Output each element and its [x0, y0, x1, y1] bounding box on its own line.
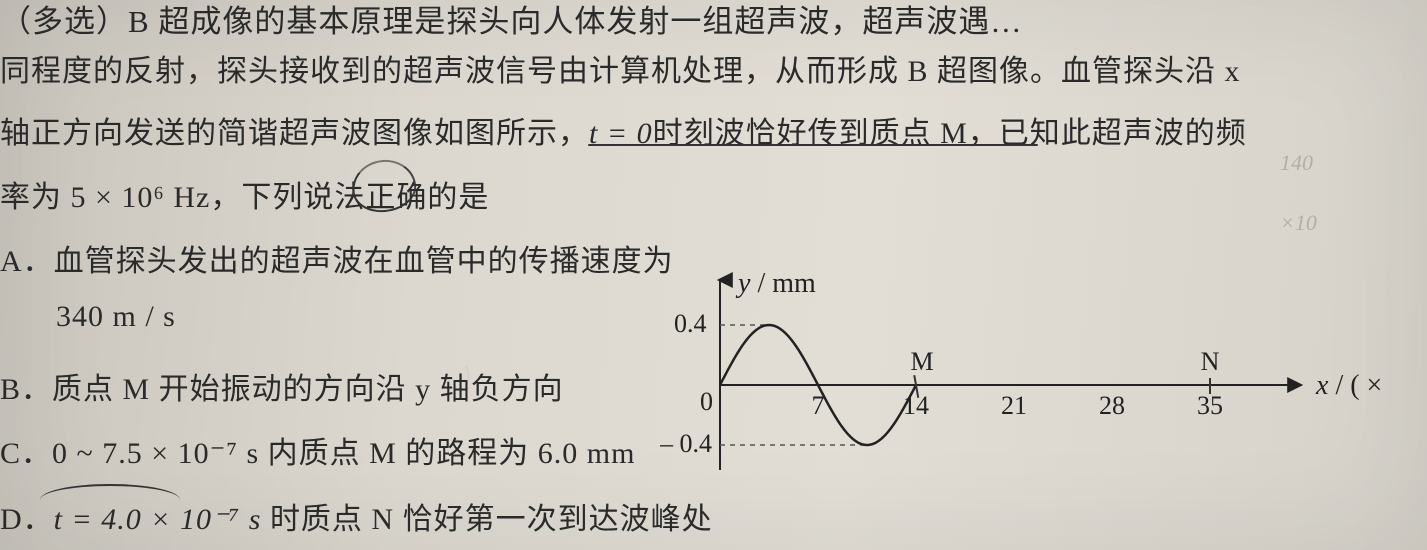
stem-line-2: 同程度的反射，探头接收到的超声波信号由计算机处理，从而形成 B 超图像。血管探头… — [0, 46, 1241, 90]
option-A-line1: A．血管探头发出的超声波在血管中的传播速度为 — [0, 236, 674, 280]
xtick-7: 7 — [812, 391, 825, 420]
handwriting-scribble-1: 140 — [1280, 150, 1313, 176]
stem-line-1: （多选）B 超成像的基本原理是探头向人体发射一组超声波，超声波遇… — [0, 0, 1022, 41]
stem-line-3a: 轴正方向发送的简谐超声波图像如图所示， — [0, 117, 589, 150]
option-D-prefix: D． — [0, 503, 54, 536]
underline-t0-to-M — [588, 144, 1038, 146]
wave-figure: y / mm x / ( × 10−2 mm ) 0.4 – 0.4 0 7 1… — [660, 270, 1380, 500]
xtick-28: 28 — [1099, 391, 1125, 420]
option-B: B．质点 M 开始振动的方向沿 y 轴负方向 — [0, 364, 564, 408]
option-C: C．0 ~ 7.5 × 10⁻⁷ s 内质点 M 的路程为 6.0 mm — [0, 428, 635, 472]
origin-zero: 0 — [700, 387, 713, 416]
label-M: M — [910, 347, 933, 376]
overline-arc-option-D — [40, 484, 180, 502]
stem-line-4: 率为 5 × 10⁶ Hz，下列说法正确的是 — [0, 172, 489, 216]
option-A-line2: 340 m / s — [56, 300, 176, 334]
page-root: （多选）B 超成像的基本原理是探头向人体发射一组超声波，超声波遇… 同程度的反射… — [0, 0, 1427, 550]
ytick-neg: – 0.4 — [660, 429, 712, 458]
handwriting-scribble-2: ×10 — [1280, 210, 1317, 236]
ytick-pos: 0.4 — [674, 309, 707, 338]
option-D-rest: 时质点 N 恰好第一次到达波峰处 — [261, 503, 712, 536]
label-N: N — [1201, 347, 1220, 376]
option-D-equation: t = 4.0 × 10⁻⁷ s — [54, 503, 262, 536]
wave-svg: y / mm x / ( × 10−2 mm ) 0.4 – 0.4 0 7 1… — [660, 270, 1380, 500]
y-axis-label: y / mm — [735, 270, 816, 299]
xtick-14: 14 — [903, 391, 929, 420]
xtick-21: 21 — [1001, 391, 1027, 420]
x-axis-label: x / ( × 10−2 mm ) — [1315, 370, 1380, 401]
xtick-35: 35 — [1197, 391, 1223, 420]
